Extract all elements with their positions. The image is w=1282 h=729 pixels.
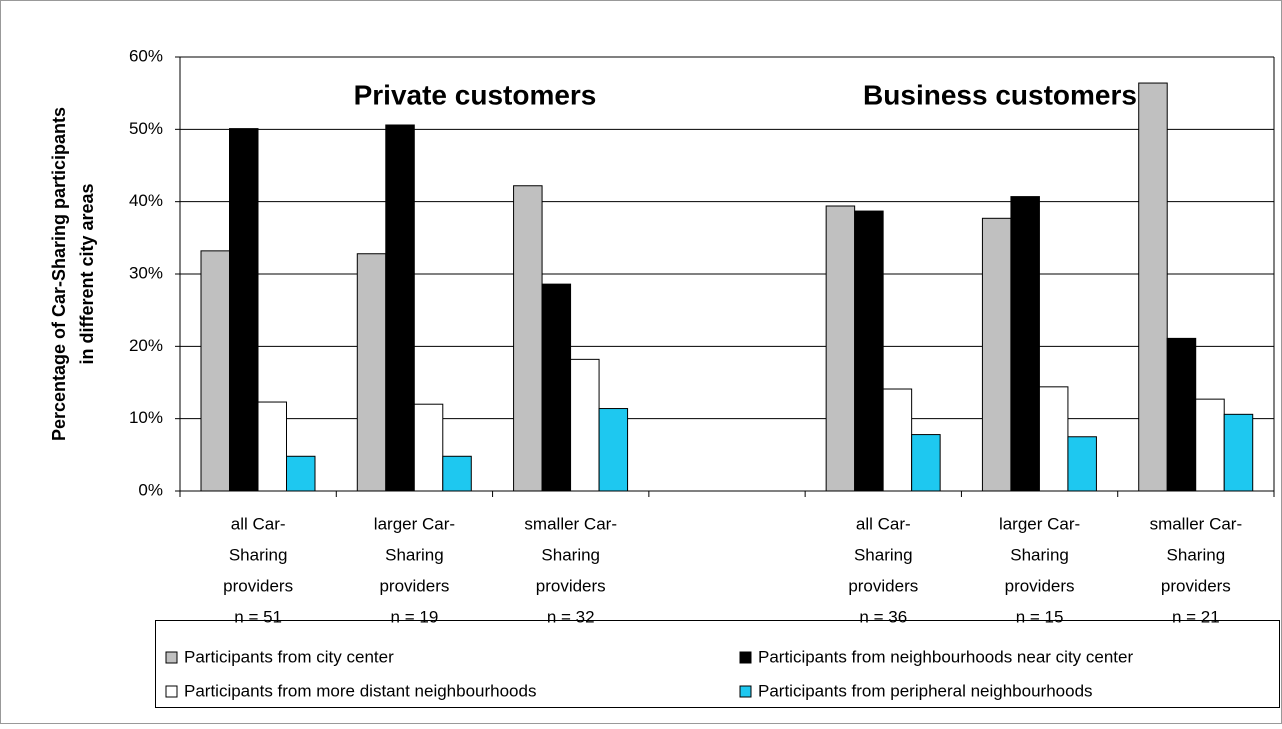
bar bbox=[513, 185, 543, 492]
x-tick-label: n = 51 bbox=[234, 607, 282, 626]
y-tick-label: 40% bbox=[129, 191, 163, 210]
x-tick-label: n = 19 bbox=[391, 607, 439, 626]
legend-swatch bbox=[739, 651, 752, 664]
x-tick-label: providers bbox=[223, 576, 293, 595]
x-tick-label: providers bbox=[848, 576, 918, 595]
x-tick-label: Sharing bbox=[1010, 545, 1069, 564]
y-tick-label: 50% bbox=[129, 119, 163, 138]
bar bbox=[257, 401, 287, 492]
bar bbox=[1138, 82, 1168, 492]
x-tick-label: providers bbox=[379, 576, 449, 595]
x-tick-label: providers bbox=[1005, 576, 1075, 595]
bar bbox=[286, 455, 316, 492]
bar bbox=[1166, 337, 1197, 492]
bar bbox=[825, 205, 856, 492]
bar bbox=[1010, 196, 1040, 492]
x-tick-label: providers bbox=[1161, 576, 1231, 595]
x-tick-label: Sharing bbox=[1167, 545, 1226, 564]
x-tick-label: providers bbox=[536, 576, 606, 595]
y-tick-label: 0% bbox=[138, 480, 163, 499]
bar bbox=[1223, 413, 1254, 492]
bar bbox=[570, 358, 600, 492]
legend-label: Participants from city center bbox=[184, 647, 394, 666]
y-tick-label: 60% bbox=[129, 46, 163, 65]
bar bbox=[854, 210, 884, 492]
x-tick-label: n = 32 bbox=[547, 607, 595, 626]
bar bbox=[541, 283, 572, 492]
x-tick-label: n = 21 bbox=[1172, 607, 1220, 626]
legend-swatch bbox=[165, 651, 178, 664]
legend-box bbox=[155, 620, 1280, 708]
bar bbox=[356, 253, 387, 492]
x-tick-label: smaller Car- bbox=[1150, 514, 1243, 533]
x-tick-label: Sharing bbox=[854, 545, 913, 564]
bar bbox=[413, 403, 444, 492]
y-tick-label: 10% bbox=[129, 408, 163, 427]
bar bbox=[981, 217, 1012, 492]
legend-swatch bbox=[165, 685, 178, 698]
x-tick-label: larger Car- bbox=[999, 514, 1080, 533]
legend-label: Participants from peripheral neighbourho… bbox=[758, 681, 1093, 700]
legend-swatch bbox=[739, 685, 752, 698]
bar bbox=[1038, 386, 1069, 492]
y-tick-label: 20% bbox=[129, 336, 163, 355]
bar bbox=[911, 434, 941, 492]
x-tick-label: Sharing bbox=[229, 545, 288, 564]
bar bbox=[442, 455, 472, 492]
x-tick-label: larger Car- bbox=[374, 514, 455, 533]
y-tick-label: 30% bbox=[129, 263, 163, 282]
x-tick-label: n = 36 bbox=[859, 607, 907, 626]
bar bbox=[229, 128, 259, 492]
bar bbox=[598, 408, 629, 492]
bar bbox=[385, 124, 415, 492]
legend-label: Participants from neighbourhoods near ci… bbox=[758, 647, 1133, 666]
annotation: Business customers bbox=[863, 79, 1137, 110]
x-tick-label: smaller Car- bbox=[524, 514, 617, 533]
x-tick-label: all Car- bbox=[231, 514, 286, 533]
annotation: Private customers bbox=[354, 79, 597, 110]
y-axis-label: in different city areas bbox=[77, 183, 97, 364]
bar bbox=[200, 250, 230, 492]
bar bbox=[1067, 436, 1097, 492]
x-tick-label: n = 15 bbox=[1016, 607, 1064, 626]
legend-label: Participants from more distant neighbour… bbox=[184, 681, 536, 700]
y-axis-label: Percentage of Car-Sharing participants bbox=[49, 107, 69, 441]
bar bbox=[882, 388, 913, 492]
x-tick-label: Sharing bbox=[541, 545, 600, 564]
bar bbox=[1195, 398, 1225, 492]
x-tick-label: all Car- bbox=[856, 514, 911, 533]
x-tick-label: Sharing bbox=[385, 545, 444, 564]
